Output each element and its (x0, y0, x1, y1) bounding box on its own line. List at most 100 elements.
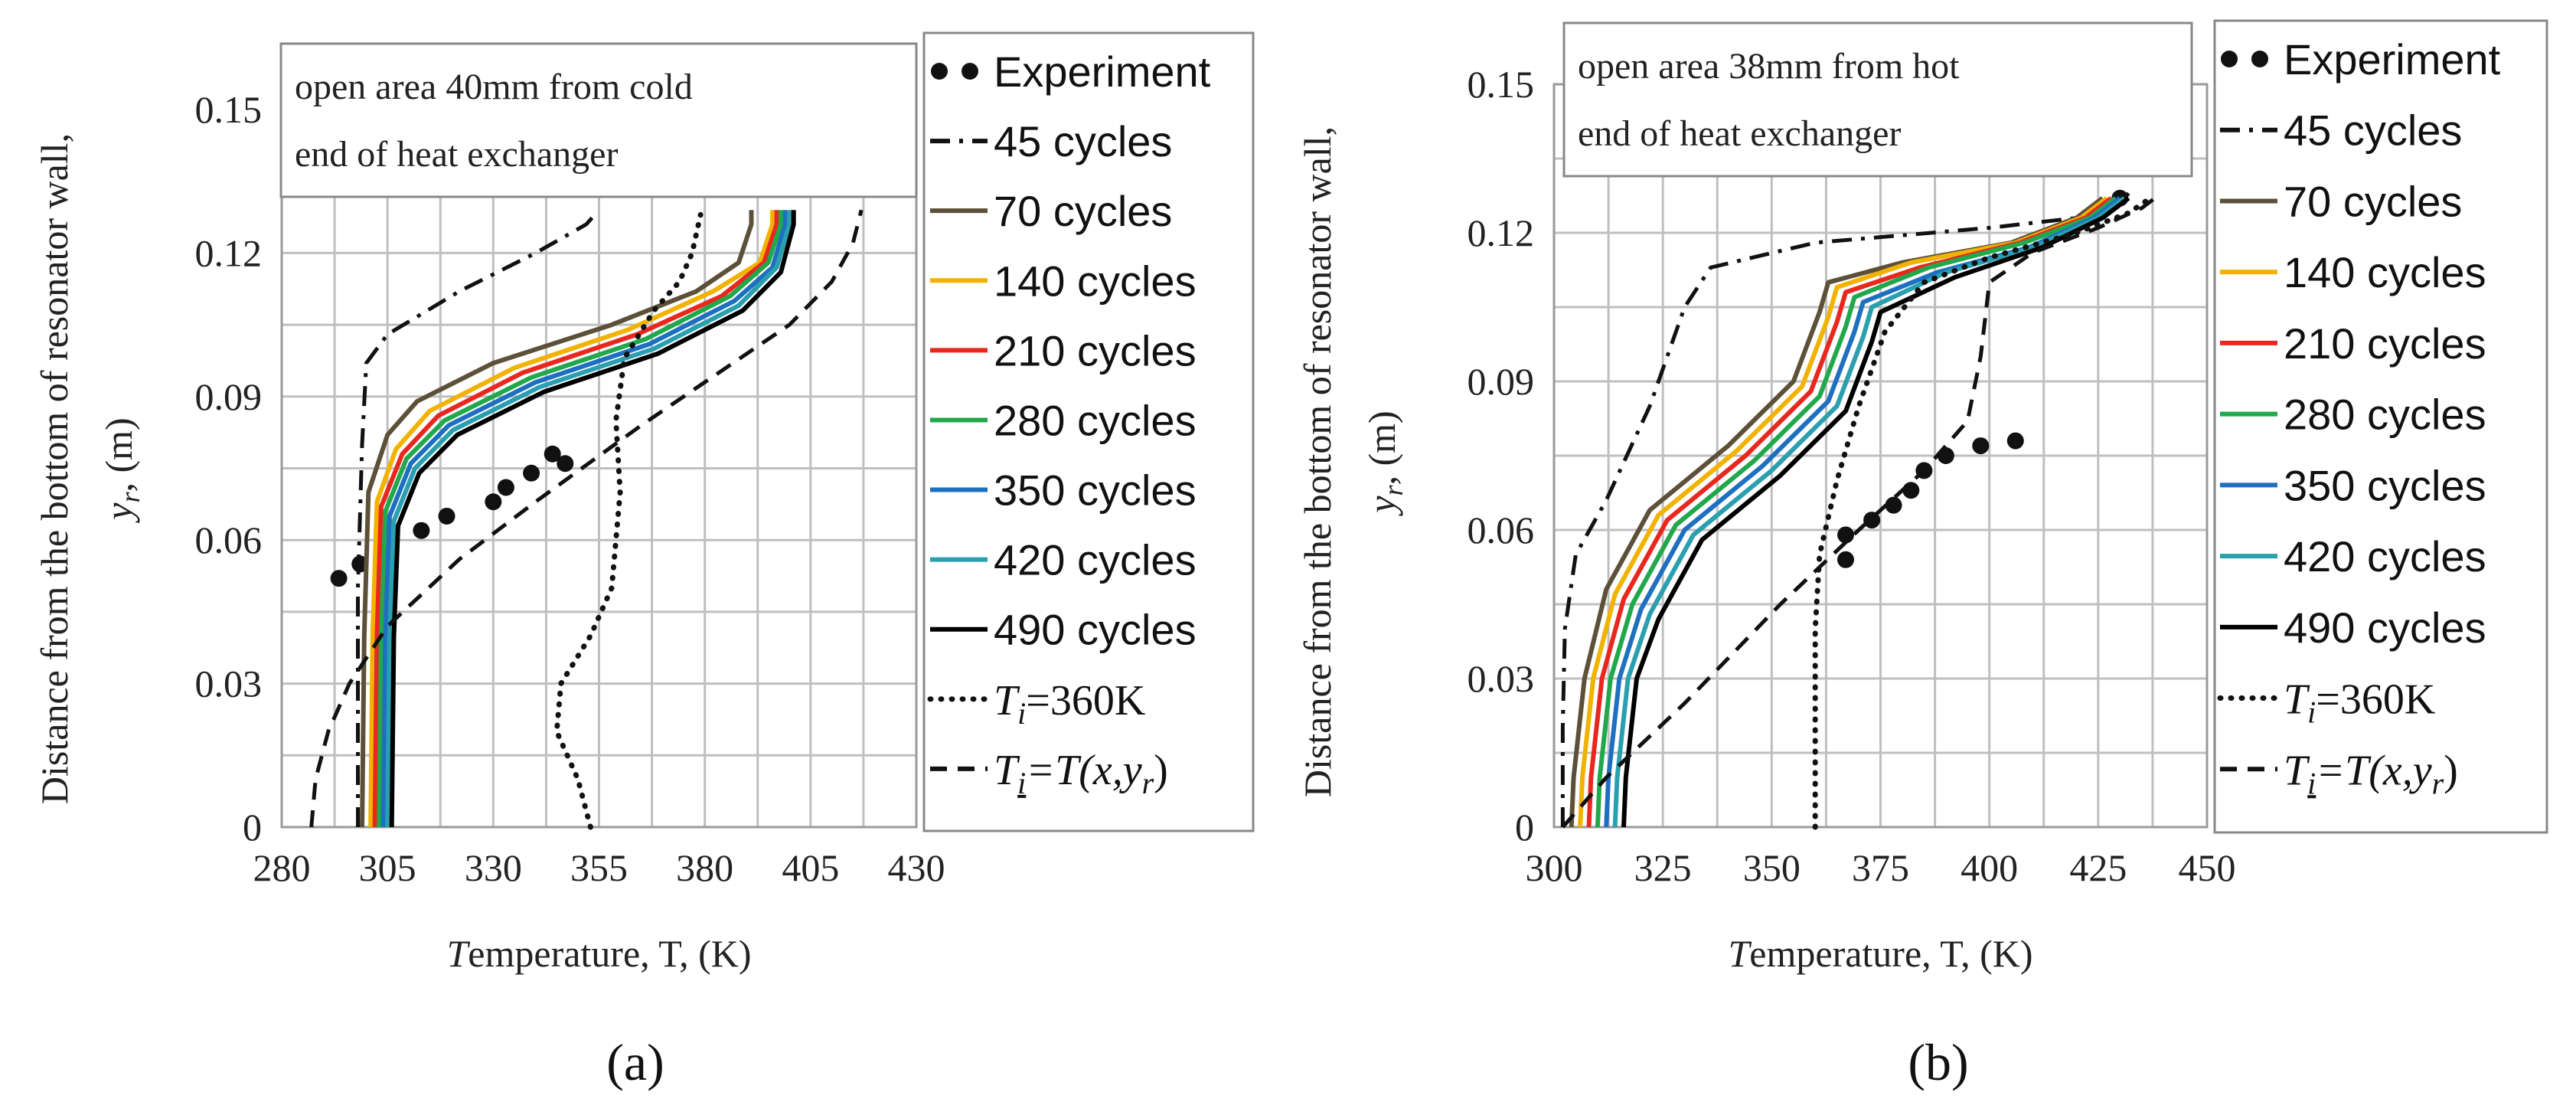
annotation-text: end of heat exchanger (295, 134, 618, 175)
x-tick-label: 400 (1961, 846, 2018, 889)
y-tick-label: 0.15 (1468, 63, 1535, 106)
y-axis-symbol-index: r (1378, 485, 1409, 496)
series-line-490-cycles (389, 210, 796, 828)
legend-label-c210: 210 cycles (2284, 319, 2486, 368)
annotation-box: open area 38mm from hot end of heat excha… (1562, 21, 2193, 178)
annotation-frame (1562, 21, 2193, 178)
legend-label-ti-txy: Ti=T(x,yr) (994, 747, 1168, 800)
x-tick-label: 355 (570, 846, 628, 889)
legend-label-c490: 490 cycles (2284, 603, 2486, 652)
series-group (309, 209, 864, 830)
legend-symbol-index: r (2432, 766, 2444, 800)
series-line-350-cycles (380, 210, 788, 828)
series-group (1560, 189, 2156, 830)
legend-symbol-index: r (1142, 766, 1154, 800)
y-tick-label: 0.06 (195, 518, 263, 561)
annotation-text: open area 40mm from cold (295, 67, 693, 107)
data-point-experiment (330, 570, 348, 587)
x-tick-label: 350 (1743, 846, 1801, 889)
x-axis-label-part: emperature, T, (K) (1749, 932, 2032, 975)
legend-symbol-index: i (1017, 696, 1026, 731)
chart-panel-a: 280 305 330 355 380 405 430 0 0.03 0.06 0.09 0.12 0.… (33, 31, 1255, 1091)
legend-label-c140: 140 cycles (994, 257, 1197, 305)
data-point-experiment (438, 507, 455, 525)
y-axis-unit: , (m) (97, 417, 140, 492)
data-point-experiment (1972, 437, 1990, 455)
legend-symbol: T (994, 747, 1020, 794)
legend-symbol: T (2284, 747, 2310, 794)
legend-swatch-dot (931, 63, 948, 80)
annotation-frame (279, 42, 918, 198)
x-axis-label: Temperature, T, (K) (1728, 932, 2032, 975)
y-axis-symbol-index: r (115, 492, 145, 503)
data-point-experiment (1837, 551, 1855, 568)
y-tick-label: 0 (1515, 806, 1534, 849)
y-axis-label-symbol: yr, (m) (97, 417, 145, 523)
series-line-280-cycles (377, 210, 784, 828)
x-axis-label: Temperature, T, (K) (446, 932, 751, 975)
x-tick-label: 425 (2069, 846, 2127, 889)
y-tick-label: 0.03 (195, 662, 263, 705)
data-point-experiment (1837, 526, 1855, 544)
series-line-ti-360k (1812, 195, 2153, 830)
series-line-ti-t-x-yr- (309, 209, 864, 828)
legend-text: =T(x,y (1026, 747, 1141, 794)
annotation-text: open area 38mm from hot (1578, 46, 1960, 87)
legend-text: ) (2444, 747, 2458, 794)
x-axis-label-symbol: T (1728, 932, 1752, 975)
series-line-280-cycles (1595, 196, 2117, 828)
legend-label-exp: Experiment (2284, 35, 2501, 83)
x-tick-label: 375 (1852, 846, 1909, 889)
annotation-text: end of heat exchanger (1578, 113, 1901, 154)
legend-symbol-index: i (2307, 695, 2316, 730)
data-point-experiment (544, 445, 561, 463)
x-axis-label-part: emperature, T, (K) (468, 932, 751, 975)
legend-text: ) (1154, 747, 1168, 794)
annotation-box: open area 40mm from cold end of heat exch… (279, 42, 918, 198)
legend-text: =360K (2316, 676, 2435, 724)
legend-symbol: T (2284, 676, 2310, 724)
series-line-70-cycles (360, 210, 754, 828)
legend-label-c45: 45 cycles (994, 117, 1172, 165)
axis-ticks: 300 325 350 375 400 425 450 0 0.03 0.06 0.09 0.12 0.… (1468, 63, 2236, 889)
y-tick-label: 0.09 (1468, 360, 1535, 403)
x-tick-label: 280 (253, 846, 311, 889)
gridlines (1552, 83, 2209, 829)
y-axis-unit: , (m) (1360, 410, 1403, 485)
x-tick-label: 450 (2179, 846, 2236, 889)
legend-label-c70: 70 cycles (2284, 177, 2462, 225)
legend-label-exp: Experiment (994, 47, 1211, 96)
legend-label-c210: 210 cycles (994, 326, 1197, 374)
legend-swatch-dot (2221, 51, 2238, 67)
legend-label-c45: 45 cycles (2284, 106, 2462, 155)
y-axis-label: Distance from the bottom of resonator wa… (33, 133, 76, 804)
y-tick-label: 0.12 (1468, 211, 1535, 254)
legend: Experiment 45 cycles 70 cycles 140 cycles 21… (2213, 19, 2548, 834)
y-axis-label-symbol: yr, (m) (1360, 410, 1409, 516)
legend-symbol: T (994, 677, 1020, 724)
data-point-experiment (485, 493, 502, 511)
legend-frame (2213, 19, 2548, 834)
legend-label-ti-txy: Ti=T(x,yr) (2284, 747, 2458, 800)
data-point-experiment (523, 464, 540, 482)
legend-label-c280: 280 cycles (2284, 391, 2486, 439)
y-tick-label: 0.03 (1468, 657, 1535, 700)
series-line-45-cycles (1560, 191, 2130, 827)
legend-label-c420: 420 cycles (2284, 532, 2486, 581)
legend-label-ti-360k: Ti=360K (2284, 676, 2435, 730)
y-tick-label: 0.15 (195, 88, 263, 131)
x-axis-label-symbol: T (446, 932, 470, 975)
legend-swatch-dot (962, 63, 978, 80)
data-point-experiment (497, 479, 514, 496)
chart-panel-b: 300 325 350 375 400 425 450 0 0.03 0.06 0.09 0.12 0.… (1296, 19, 2548, 1091)
x-tick-label: 305 (359, 846, 416, 889)
y-tick-label: 0.06 (1468, 509, 1535, 551)
legend-text: =360K (1026, 677, 1145, 724)
legend-label-c70: 70 cycles (994, 187, 1172, 235)
legend-label-c490: 490 cycles (994, 606, 1197, 654)
legend-label-c280: 280 cycles (994, 396, 1197, 444)
data-point-experiment (2006, 432, 2024, 450)
legend-label-c350: 350 cycles (2284, 461, 2486, 509)
panel-label: (b) (1908, 1033, 1968, 1091)
